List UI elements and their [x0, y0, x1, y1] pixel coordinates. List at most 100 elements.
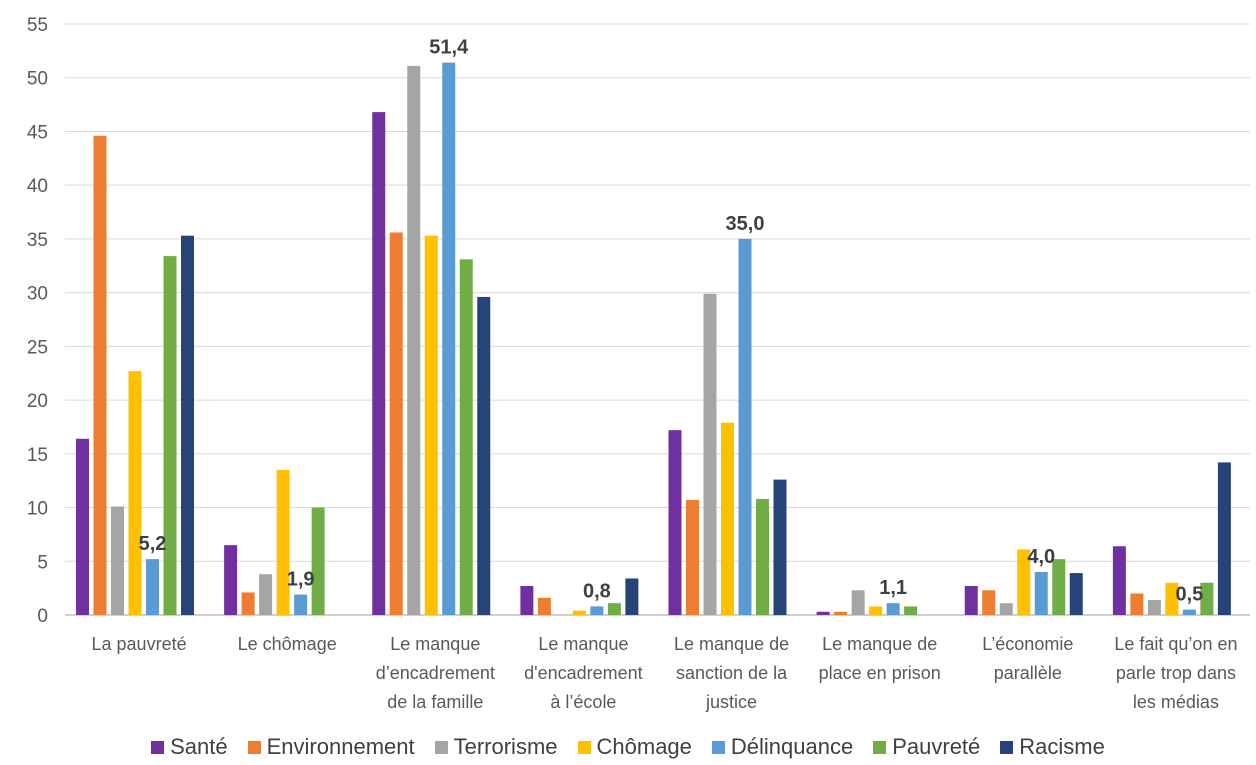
bar [607, 603, 621, 615]
x-tick-label: d’encadrement [376, 663, 495, 683]
x-tick-label: Le manque de [822, 634, 937, 654]
bar [128, 371, 142, 615]
bar [111, 506, 124, 615]
legend-label: Terrorisme [453, 734, 558, 759]
data-label: 0,5 [1175, 584, 1203, 606]
x-tick-label: Le manque [538, 634, 628, 654]
y-tick-label: 5 [37, 552, 48, 573]
x-tick-label: Le manque [390, 634, 480, 654]
data-label: 35,0 [726, 213, 765, 235]
bar [407, 65, 421, 615]
bar [442, 62, 456, 615]
legend-item: Terrorisme [434, 734, 558, 760]
data-label: 4,0 [1027, 546, 1055, 568]
bar [241, 592, 255, 615]
legend-swatch [577, 740, 591, 754]
x-tick-label: Le chômage [238, 634, 337, 654]
bar [1112, 546, 1126, 615]
y-tick-label: 50 [27, 69, 48, 90]
bar [1069, 573, 1083, 615]
y-tick-label: 30 [27, 284, 48, 305]
bar-chart: 0 5 10 15 20 25 30 35 40 45 50 55 5,2 La pauvreté 1,9 L… [27, 15, 1250, 712]
legend-label: Pauvreté [892, 734, 981, 759]
y-tick-label: 20 [27, 391, 48, 412]
legend-item: Racisme [1000, 734, 1105, 760]
legend-item: Environnement [247, 734, 415, 760]
y-tick-label: 10 [27, 499, 48, 520]
legend-item: Santé [151, 734, 228, 760]
bar [738, 238, 752, 615]
legend-item: Pauvreté [873, 734, 980, 760]
bar [477, 296, 491, 615]
data-label: 0,8 [583, 580, 611, 602]
bar [572, 610, 586, 615]
bar [816, 611, 830, 615]
legend-swatch [1000, 740, 1014, 754]
legend-label: Chômage [596, 734, 692, 759]
bar [1052, 559, 1066, 615]
legend-label: Santé [170, 734, 228, 759]
bar [1034, 572, 1048, 615]
bar [389, 232, 403, 615]
x-tick-label: les médias [1133, 692, 1219, 712]
x-tick-label: à l’école [550, 692, 616, 712]
bar [163, 256, 177, 615]
x-tick-label: La pauvreté [92, 634, 187, 654]
bar [625, 578, 639, 615]
bar [276, 469, 290, 615]
bar [1217, 462, 1231, 615]
y-tick-label: 45 [27, 122, 48, 143]
x-tick-label: parle trop dans [1116, 663, 1236, 683]
x-tick-label: place en prison [819, 663, 941, 683]
x-tick-label: de la famille [387, 692, 483, 712]
data-label: 51,4 [429, 37, 469, 59]
y-tick-label: 35 [27, 230, 48, 251]
bar [851, 590, 865, 615]
bar [294, 594, 308, 615]
bar [1130, 593, 1144, 615]
y-tick-label: 25 [27, 337, 48, 358]
bar [537, 597, 551, 615]
x-tick-label: Le fait qu’on en [1114, 634, 1237, 654]
y-tick-label: 55 [27, 15, 48, 36]
y-tick-label: 15 [27, 445, 48, 466]
bar [964, 585, 978, 615]
bar [886, 603, 900, 615]
legend-swatch [434, 740, 448, 754]
bar [311, 507, 325, 615]
bar [590, 606, 604, 615]
bar [686, 500, 699, 615]
data-label: 5,2 [139, 533, 167, 555]
legend-label: Délinquance [730, 734, 854, 759]
bar [1182, 609, 1196, 615]
bar [181, 235, 194, 615]
legend-swatch [711, 740, 725, 754]
bar [703, 293, 717, 615]
data-label: 1,1 [879, 577, 907, 599]
bar [1165, 582, 1179, 615]
bar [834, 611, 848, 615]
bar [904, 606, 918, 615]
bar [372, 112, 386, 615]
bar [999, 603, 1013, 615]
bar [224, 545, 238, 615]
x-tick-label: d'encadrement [524, 663, 643, 683]
bar [259, 574, 273, 615]
legend-swatch [151, 740, 165, 754]
bar [146, 559, 159, 615]
legend-swatch [247, 740, 261, 754]
bar [982, 590, 996, 615]
y-tick-label: 0 [37, 606, 48, 627]
bar [721, 422, 734, 615]
legend: Santé Environnement Terrorisme Chômage Délin… [0, 734, 1256, 760]
bar [76, 438, 89, 615]
bar [459, 259, 473, 615]
legend-swatch [873, 740, 887, 754]
legend-label: Racisme [1019, 734, 1105, 759]
bar [869, 606, 883, 615]
x-tick-label: parallèle [994, 663, 1062, 683]
bar [1200, 582, 1214, 615]
legend-label: Environnement [266, 734, 415, 759]
bar [756, 498, 769, 615]
x-tick-label: justice [705, 692, 757, 712]
